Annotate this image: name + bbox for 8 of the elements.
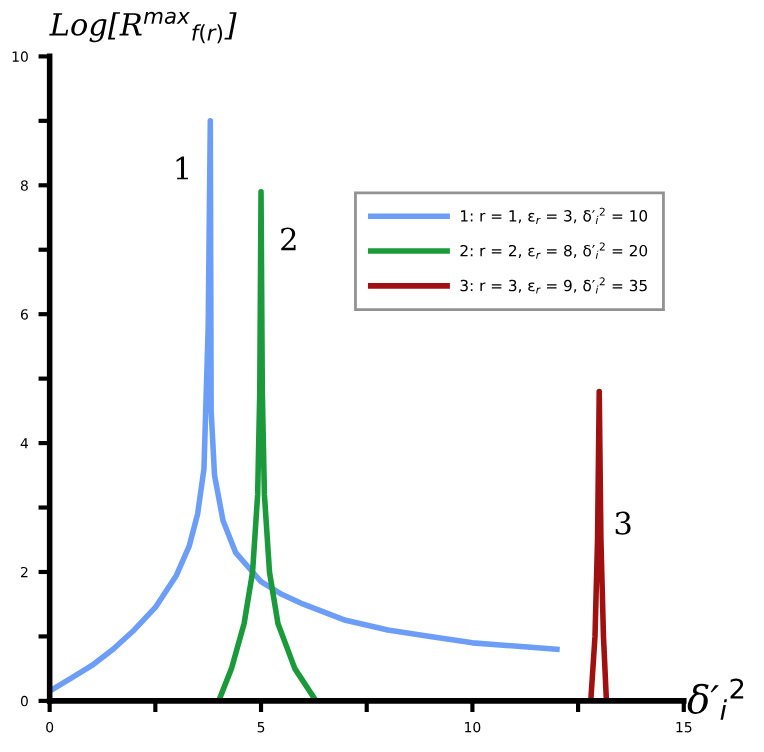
annotation: 1 (176, 156, 188, 180)
annotation: 3 (615, 511, 631, 535)
y-axis-title: Log[R$^{max}$$_{f(r)}$] (49, 11, 237, 44)
line-series (588, 388, 610, 701)
annotation: 2 (281, 227, 296, 251)
line-series (49, 118, 560, 694)
line-series (215, 188, 319, 701)
x-axis-title: δ′$_{i}$$^{2}$ (687, 678, 744, 720)
